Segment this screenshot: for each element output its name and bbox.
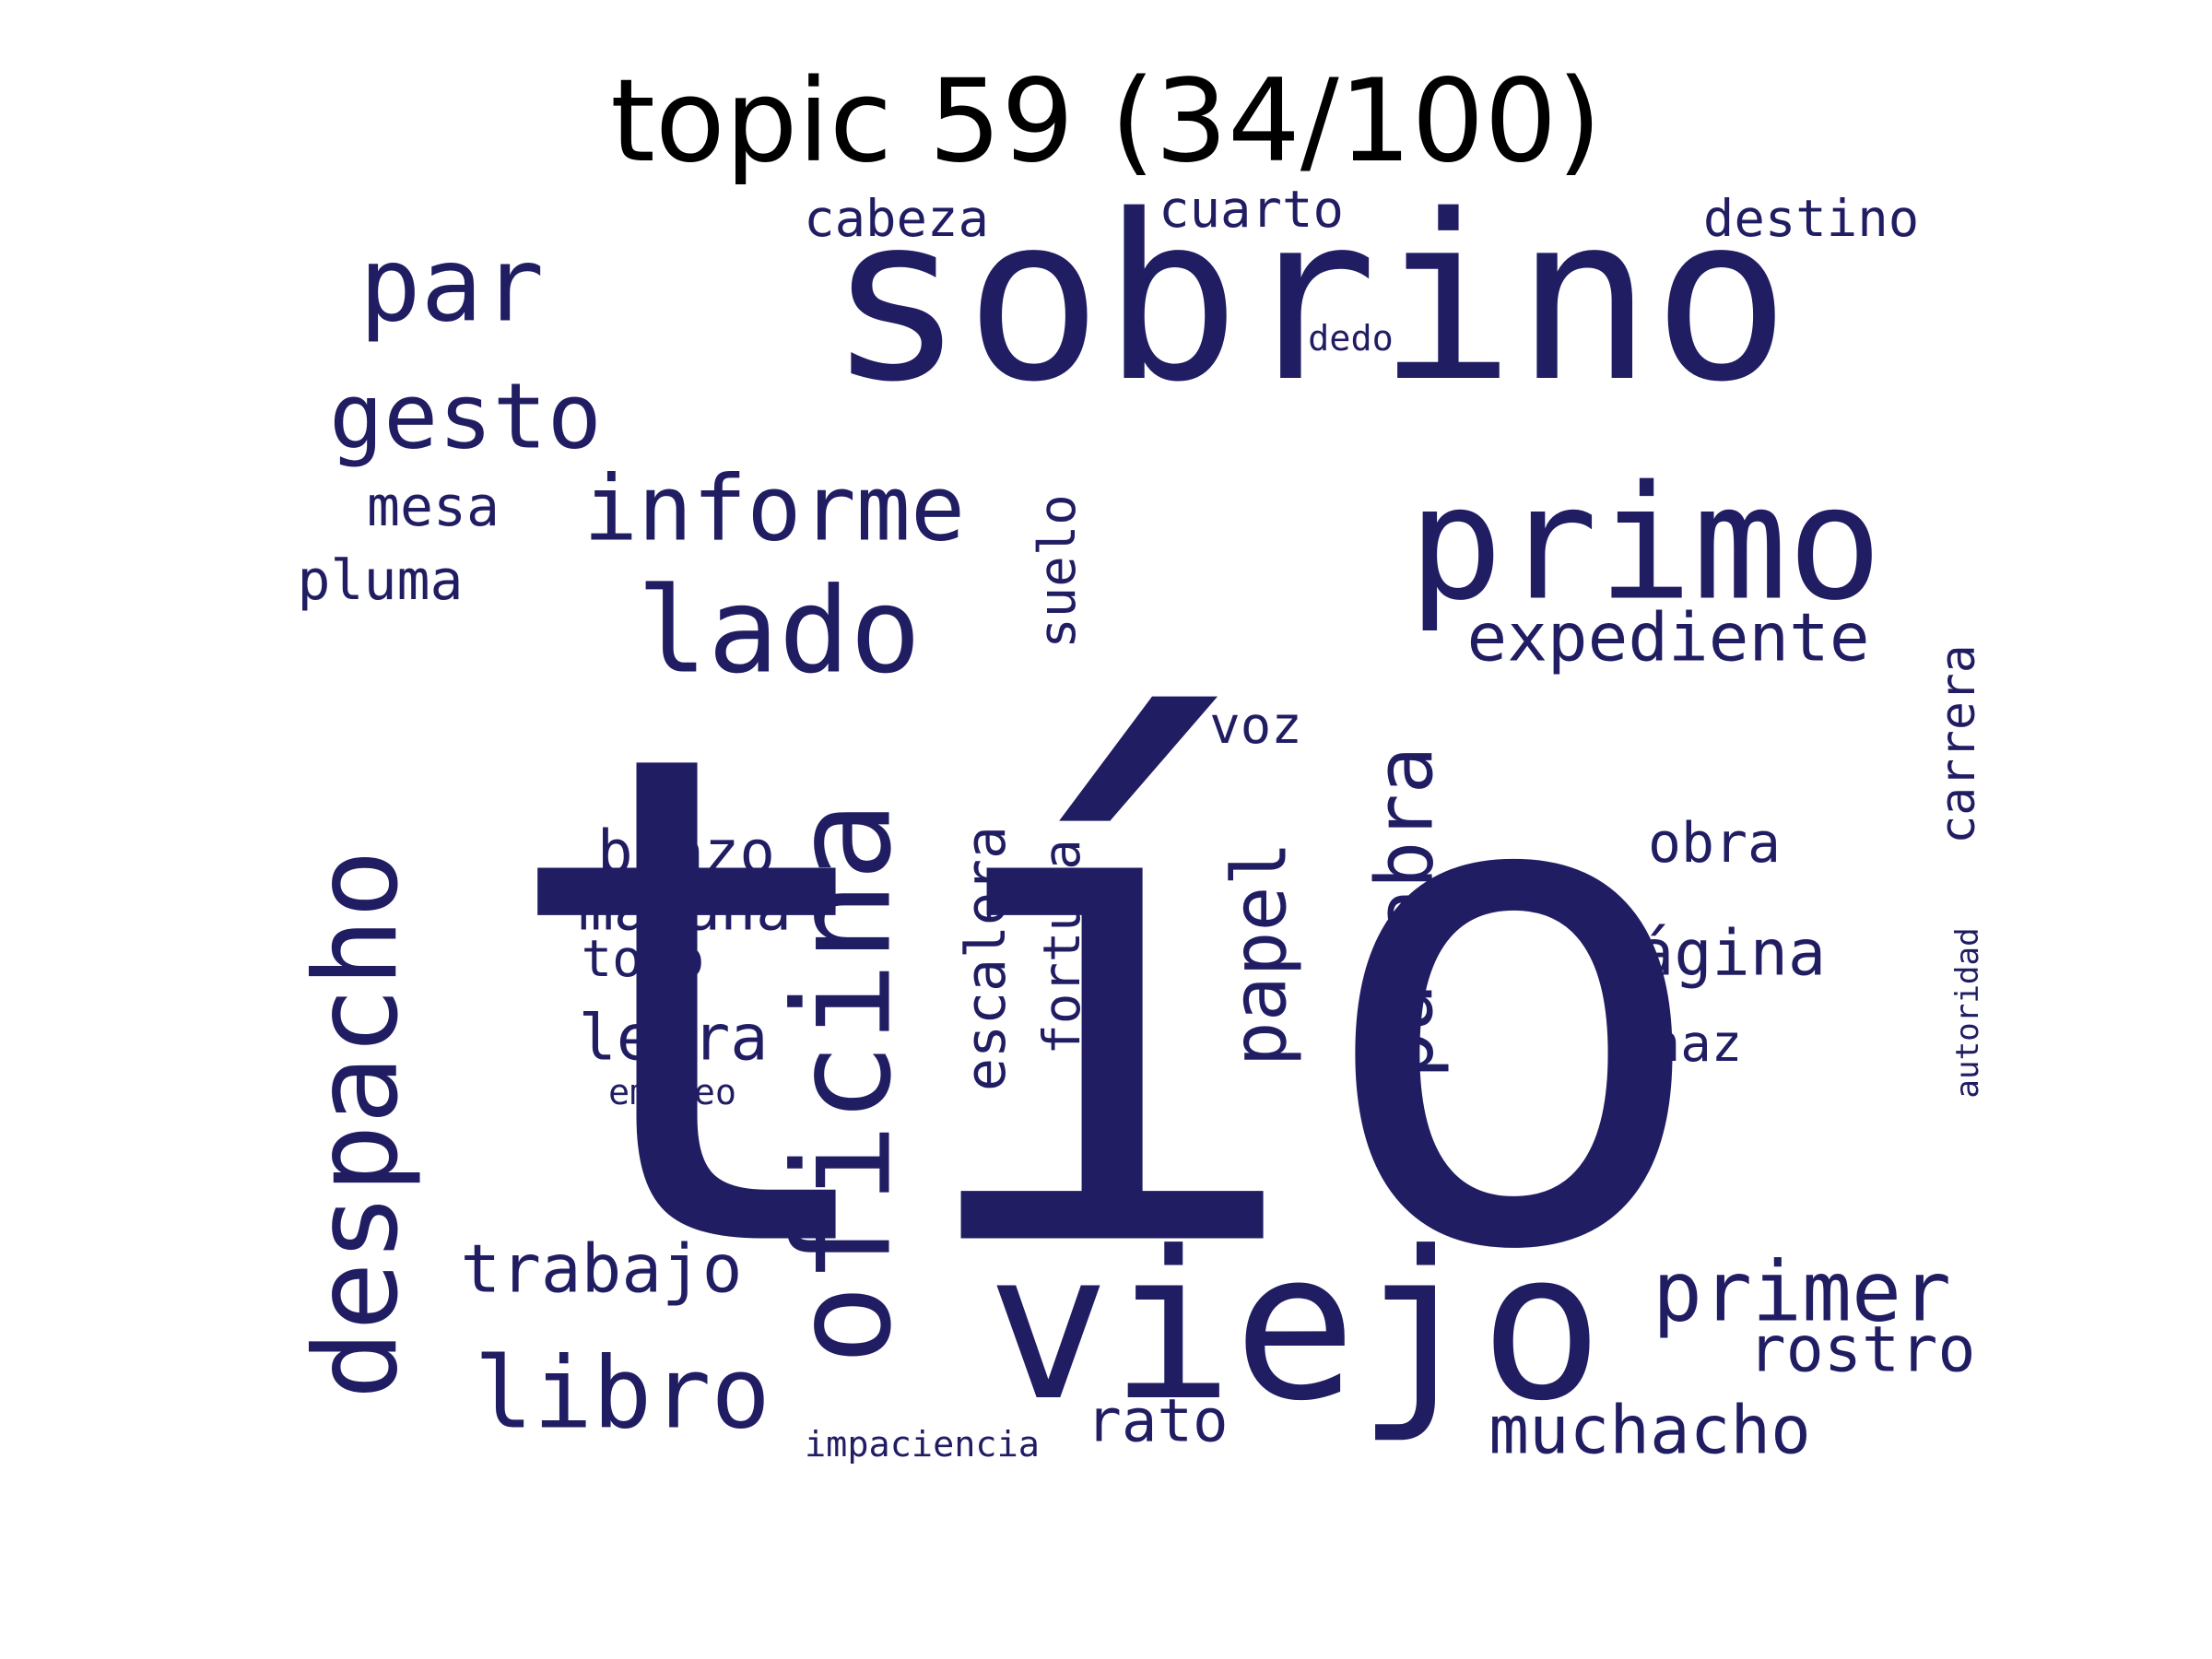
- cloud-word: muchacho: [1488, 1393, 1811, 1470]
- cloud-word: obra: [1648, 811, 1781, 876]
- cloud-word: papel: [1218, 841, 1304, 1066]
- cloud-word: sobrino: [828, 167, 1791, 432]
- cloud-word: voz: [1209, 696, 1301, 756]
- cloud-word: primer: [1653, 1245, 1951, 1341]
- cloud-word: fortuna: [1032, 839, 1092, 1054]
- cloud-word: oficina: [766, 801, 922, 1365]
- cloud-word: dedo: [1308, 318, 1394, 359]
- cloud-word: rostro: [1748, 1314, 1976, 1387]
- cloud-word: cuarto: [1159, 180, 1344, 240]
- cloud-word: haz: [1650, 1014, 1742, 1074]
- cloud-word: expediente: [1467, 600, 1870, 677]
- figure-title: topic 59 (34/100): [610, 55, 1602, 188]
- cloud-word: autoridad: [1949, 927, 1986, 1098]
- cloud-word: primo: [1408, 453, 1882, 636]
- cloud-word: pluma: [298, 548, 464, 613]
- cloud-word: carrera: [1931, 644, 1986, 843]
- cloud-word: letra: [579, 1003, 769, 1076]
- cloud-word: suelo: [1028, 494, 1088, 648]
- cloud-word: palabra: [1360, 747, 1452, 1078]
- cloud-word: rato: [1086, 1388, 1228, 1456]
- cloud-word: página: [1598, 918, 1826, 991]
- cloud-word: mesa: [367, 475, 500, 539]
- cloud-word: despacho: [291, 850, 424, 1400]
- cloud-word: trabajo: [461, 1231, 743, 1309]
- cloud-word: viejo: [987, 1208, 1604, 1446]
- cloud-word: libro: [474, 1337, 771, 1452]
- cloud-word: informe: [583, 457, 965, 562]
- cloud-word: impaciencia: [805, 1424, 1040, 1465]
- cloud-word: escalera: [954, 826, 1018, 1091]
- cloud-word: tono: [582, 929, 705, 989]
- cloud-word: par: [359, 227, 545, 346]
- cloud-word: lado: [637, 563, 922, 700]
- cloud-word: brazo: [597, 819, 775, 888]
- cloud-word: destino: [1703, 189, 1919, 249]
- cloud-word: cabeza: [804, 189, 989, 249]
- cloud-word: mañana: [578, 877, 792, 945]
- cloud-word: empleo: [608, 1072, 736, 1113]
- cloud-word: gesto: [329, 365, 602, 470]
- cloud-word: tío: [494, 611, 1718, 1399]
